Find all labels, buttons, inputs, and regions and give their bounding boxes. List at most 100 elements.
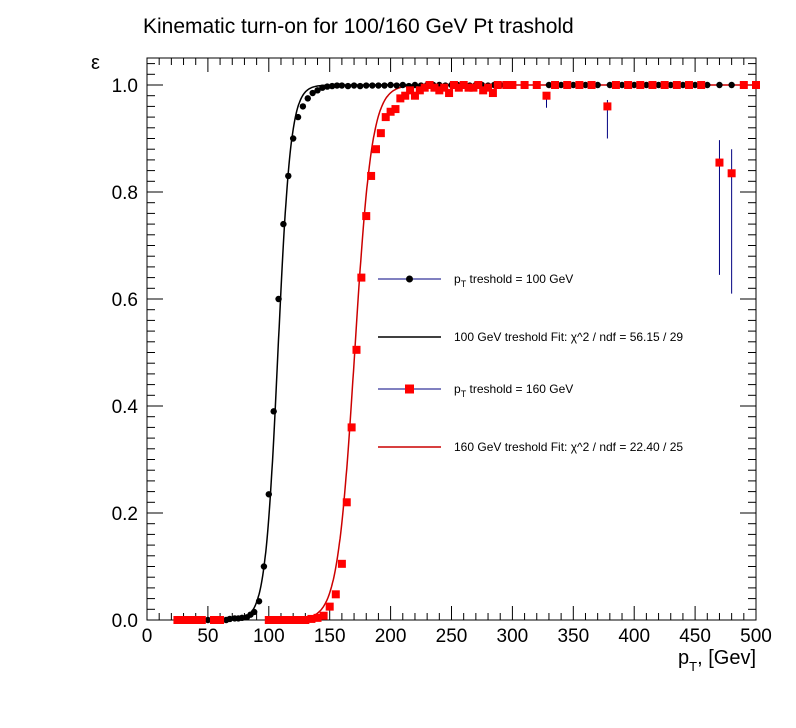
data-point xyxy=(435,86,444,95)
data-point xyxy=(369,82,376,89)
data-point xyxy=(304,95,311,102)
x-axis-label-main: p xyxy=(678,647,689,669)
data-point xyxy=(295,616,304,624)
data-point xyxy=(276,616,285,624)
legend-label-sub: T xyxy=(461,389,467,399)
data-point xyxy=(464,83,473,92)
data-point xyxy=(270,616,279,624)
tick-labels: 0 50 100 150 200 250 300 350 400 450 500 0.0 0.2 0.4 0… xyxy=(112,76,772,647)
data-point xyxy=(352,345,361,354)
data-point xyxy=(611,81,620,89)
data-point xyxy=(648,81,657,89)
data-point xyxy=(587,81,596,89)
data-point xyxy=(179,616,188,624)
data-point xyxy=(631,81,638,89)
fit-curve xyxy=(220,84,513,621)
data-point xyxy=(255,598,263,605)
x-tick-label: 100 xyxy=(253,626,285,647)
data-point xyxy=(643,81,650,89)
data-point xyxy=(197,616,206,624)
data-point xyxy=(401,91,410,100)
data-point xyxy=(301,616,310,624)
data-point xyxy=(551,81,560,89)
x-tick-label: 150 xyxy=(314,626,346,647)
data-point xyxy=(209,616,218,624)
data-point xyxy=(375,82,382,89)
data-point xyxy=(679,81,687,89)
data-point xyxy=(265,491,272,498)
data-point xyxy=(314,87,321,94)
data-point xyxy=(474,81,483,89)
data-point xyxy=(283,616,292,624)
x-tick-label: 400 xyxy=(618,626,650,647)
data-point xyxy=(502,81,511,89)
data-point xyxy=(367,171,376,180)
data-point xyxy=(347,423,356,432)
data-point xyxy=(430,83,439,92)
data-point xyxy=(672,81,681,89)
data-point xyxy=(342,498,351,507)
data-point xyxy=(624,81,633,89)
y-tick-label: 0.4 xyxy=(112,397,139,418)
y-tick-label: 0.0 xyxy=(112,611,138,632)
data-point xyxy=(376,129,385,138)
legend-entry: pT treshold = 160 GeV xyxy=(378,382,573,399)
y-tick-label: 0.2 xyxy=(112,504,138,525)
data-point xyxy=(542,91,551,100)
legend-label-main: p xyxy=(454,272,461,286)
data-point xyxy=(285,172,292,180)
data-point xyxy=(716,81,723,89)
data-point xyxy=(445,89,454,98)
legend-label-main: 160 GeV treshold Fit: χ^2 / ndf = 22.40 … xyxy=(454,440,683,454)
data-point xyxy=(440,83,449,92)
data-point xyxy=(363,82,370,89)
data-point xyxy=(393,82,400,89)
fit-curve xyxy=(311,84,756,618)
data-point xyxy=(204,616,212,624)
data-point xyxy=(356,82,364,90)
data-point xyxy=(563,81,572,89)
data-points xyxy=(173,81,760,624)
data-point xyxy=(570,81,577,89)
data-point xyxy=(386,107,395,116)
data-point xyxy=(280,220,287,228)
data-point xyxy=(469,83,478,92)
legend-entry: 100 GeV treshold Fit: χ^2 / ndf = 56.15 … xyxy=(378,330,683,344)
data-point xyxy=(420,83,429,92)
x-tick-label: 200 xyxy=(375,626,407,647)
x-tick-label: 250 xyxy=(436,626,468,647)
data-point xyxy=(660,81,669,89)
data-point xyxy=(454,83,463,92)
data-point xyxy=(582,81,589,89)
data-point xyxy=(697,81,706,89)
data-point xyxy=(337,559,346,568)
data-point xyxy=(173,616,182,624)
data-point xyxy=(289,616,298,624)
data-point xyxy=(636,81,645,89)
data-point xyxy=(270,408,277,415)
data-point xyxy=(319,611,328,620)
data-point xyxy=(299,103,307,110)
data-point xyxy=(575,81,584,89)
data-point xyxy=(520,81,529,89)
data-point xyxy=(479,86,488,95)
data-point xyxy=(191,616,200,624)
y-tick-label: 0.8 xyxy=(112,183,138,204)
data-point xyxy=(594,81,601,89)
data-point xyxy=(216,616,225,624)
legend-label-rest: treshold = 160 GeV xyxy=(466,382,573,396)
data-point xyxy=(294,113,302,121)
data-point xyxy=(260,563,268,570)
data-point xyxy=(238,614,246,622)
y-axis-label: ε xyxy=(91,52,100,74)
data-point xyxy=(406,86,415,95)
data-point xyxy=(391,105,400,114)
legend-entry: pT treshold = 100 GeV xyxy=(378,272,573,289)
data-point xyxy=(606,81,614,89)
data-point xyxy=(484,83,493,92)
data-point xyxy=(691,81,699,89)
data-point xyxy=(618,81,626,89)
data-point xyxy=(488,89,497,98)
data-point xyxy=(350,82,358,89)
